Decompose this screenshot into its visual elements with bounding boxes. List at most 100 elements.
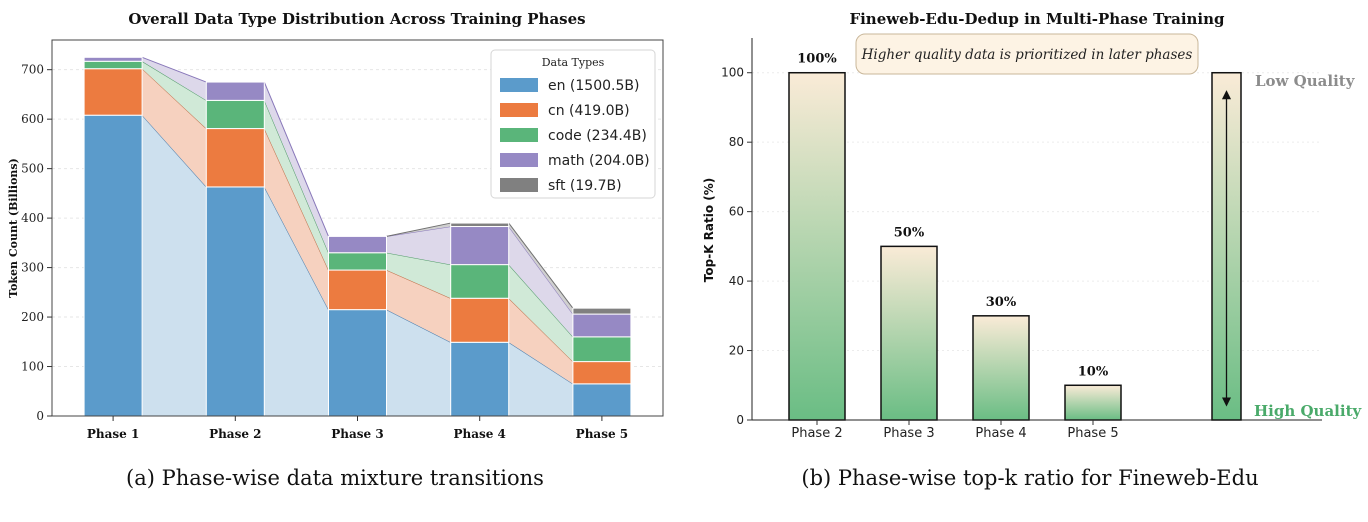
chart-a-transition-areas (141, 56, 574, 416)
y-tick-label: 60 (729, 205, 744, 219)
transition-area-math (386, 226, 451, 265)
y-tick-label: 20 (729, 344, 744, 358)
caption-a: (a) Phase-wise data mixture transitions (126, 466, 544, 490)
transition-area-en (508, 342, 573, 416)
y-tick-label: 200 (21, 310, 44, 324)
annotation-background (855, 33, 1199, 75)
x-tick-label: Phase 1 (87, 427, 139, 441)
chart-b-y-ticks: 0 20 40 60 80 100 (721, 66, 752, 427)
bar-math-phase-1 (83, 56, 143, 62)
bar-en-phase-4 (450, 341, 510, 417)
legend-swatch-code (500, 128, 538, 142)
x-tick-label: Phase 5 (1067, 426, 1118, 441)
chart-b-bars (788, 71, 1122, 421)
legend-label-sft: sft (19.7B) (548, 178, 622, 194)
transition-line-math (263, 81, 329, 237)
y-tick-label: 400 (21, 211, 44, 225)
transition-line-sft (508, 222, 574, 309)
transition-area-cn (264, 128, 329, 310)
chart-b-x-ticks: Phase 2 Phase 3 Phase 4 Phase 5 (791, 420, 1119, 441)
chart-a-title: Overall Data Type Distribution Across Tr… (128, 10, 585, 28)
bar-cn-phase-5 (572, 361, 632, 385)
annotation-text: Higher quality data is prioritized in la… (861, 47, 1193, 63)
x-tick-label: Phase 2 (791, 426, 842, 441)
bar-cn-phase-3 (328, 269, 387, 311)
legend-label-code: code (234.4B) (548, 128, 647, 144)
bar-en-phase-1 (83, 114, 143, 417)
transition-area-cn (142, 68, 207, 187)
bar-math-phase-2 (205, 81, 265, 101)
bar-cn-phase-4 (450, 297, 510, 343)
transition-area-code (264, 100, 329, 271)
legend-swatch-math (500, 153, 538, 167)
x-tick-label: Phase 3 (331, 427, 383, 441)
y-tick-label: 600 (21, 112, 44, 126)
y-tick-label: 40 (729, 274, 744, 288)
y-tick-label: 100 (721, 66, 744, 80)
transition-area-cn (386, 270, 451, 343)
y-tick-label: 300 (21, 261, 44, 275)
chart-a-legend: Data Types en (1500.5B) cn (419.0B) code (… (490, 49, 656, 199)
x-tick-label: Phase 4 (453, 427, 505, 441)
y-tick-label: 0 (736, 413, 744, 427)
legend-swatch-sft (500, 178, 538, 192)
bar-math-phase-4 (450, 226, 510, 266)
transition-area-math (508, 226, 573, 337)
bar-cn-phase-2 (205, 128, 265, 188)
transition-area-math (264, 82, 329, 253)
low-quality-label: Low Quality (1255, 72, 1356, 90)
transition-area-en (264, 186, 329, 416)
data-label-phase-2: 100% (797, 52, 837, 67)
chart-b: Fineweb-Edu-Dedup in Multi-Phase Trainin… (702, 10, 1363, 490)
bar-code-phase-5 (572, 336, 632, 363)
chart-a-x-ticks: Phase 1 Phase 2 Phase 3 Phase 4 Phase 5 (87, 416, 628, 441)
bar-code-phase-4 (450, 264, 510, 299)
bar-sft-phase-5 (572, 307, 632, 315)
y-tick-label: 80 (729, 135, 744, 149)
bar-en-phase-3 (328, 309, 387, 417)
data-label-phase-5: 10% (1078, 364, 1109, 379)
chart-a-y-ticks: 0 100 200 300 400 500 600 700 (21, 63, 52, 423)
transition-area-code (386, 252, 451, 299)
bar-math-phase-5 (572, 313, 632, 338)
y-tick-label: 100 (21, 360, 44, 374)
chart-a-bars (83, 56, 632, 417)
transition-area-en (386, 309, 451, 416)
chart-b-y-axis-label: Top-K Ratio (%) (702, 178, 716, 282)
x-tick-label: Phase 3 (883, 426, 934, 441)
bar-en-phase-2 (205, 186, 265, 417)
quality-scale: Low Quality High Quality (1211, 71, 1363, 421)
y-tick-label: 500 (21, 162, 44, 176)
y-tick-label: 0 (36, 409, 44, 423)
data-label-phase-4: 30% (986, 295, 1017, 310)
legend-title: Data Types (542, 56, 605, 69)
bar-code-phase-1 (83, 60, 143, 70)
transition-area-cn (508, 298, 573, 384)
bar-code-phase-2 (205, 99, 265, 130)
bar-cn-phase-1 (83, 68, 143, 116)
chart-a: Overall Data Type Distribution Across Tr… (7, 10, 664, 490)
chart-b-data-labels: 100% 50% 30% 10% (797, 52, 1109, 380)
high-quality-label: High Quality (1254, 402, 1363, 420)
transition-area-sft (508, 223, 573, 315)
legend-label-cn: cn (419.0B) (548, 103, 630, 119)
transition-area-math (142, 57, 207, 101)
annotation-box: Higher quality data is prioritized in la… (855, 33, 1199, 75)
transition-area-code (142, 61, 207, 129)
data-label-phase-3: 50% (894, 225, 925, 240)
bar-en-phase-5 (572, 383, 632, 417)
chart-a-y-axis-label: Token Count (Billions) (7, 158, 20, 298)
bar-phase-4 (972, 315, 1030, 421)
bar-phase-5 (1064, 384, 1122, 421)
bar-sft-phase-4 (450, 222, 510, 228)
legend-swatch-cn (500, 103, 538, 117)
legend-label-en: en (1500.5B) (548, 78, 639, 94)
bar-math-phase-3 (328, 235, 387, 254)
transition-area-code (508, 264, 573, 362)
chart-b-title: Fineweb-Edu-Dedup in Multi-Phase Trainin… (849, 10, 1225, 28)
caption-b: (b) Phase-wise top-k ratio for Fineweb-E… (801, 466, 1258, 490)
y-tick-label: 700 (21, 63, 44, 77)
transition-line-math (141, 56, 207, 83)
legend-swatch-en (500, 78, 538, 92)
